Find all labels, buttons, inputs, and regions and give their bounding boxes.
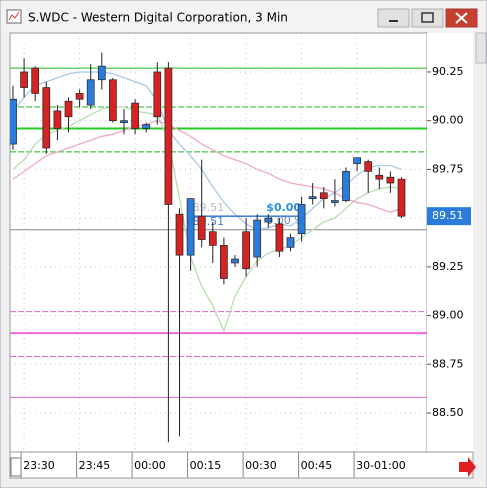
candle-body	[109, 79, 117, 122]
candle-body	[242, 231, 250, 270]
candle-body	[275, 223, 284, 252]
side-tab[interactable]	[475, 32, 487, 64]
scroll-right-arrow[interactable]	[459, 457, 476, 477]
y-tick-label: 90.00	[432, 114, 464, 127]
candle-body	[331, 200, 339, 203]
window-title: S.WDC - Western Digital Corporation, 3 M…	[28, 11, 288, 25]
scroll-handle[interactable]	[10, 457, 22, 477]
x-tick-label: 00:45	[301, 459, 333, 472]
candle-body	[286, 237, 295, 248]
x-tick-label: 00:30	[245, 459, 277, 472]
candle-body	[197, 215, 206, 240]
candle-body	[153, 71, 162, 118]
x-tick-label: 00:15	[190, 459, 222, 472]
x-tick-label: 00:00	[134, 459, 166, 472]
moving-average	[12, 120, 402, 213]
candle-body	[364, 161, 373, 172]
candle-body	[64, 100, 73, 118]
candle-body	[319, 192, 328, 199]
candle-body	[164, 67, 173, 205]
close-icon	[455, 12, 468, 24]
candle-body	[386, 176, 395, 184]
minimize-button[interactable]	[377, 8, 410, 28]
candle-body	[131, 102, 139, 129]
time-axis	[9, 451, 474, 479]
plot-area	[9, 32, 428, 453]
last-price-label: 89.51	[432, 209, 464, 222]
measure-label: 89.51	[193, 201, 225, 214]
candle-body	[31, 67, 40, 94]
candle-body	[42, 87, 51, 149]
candle-body	[175, 213, 184, 256]
candle-body	[375, 174, 384, 180]
candle-body	[208, 231, 217, 246]
x-tick-label: 23:30	[23, 459, 55, 472]
y-tick-label: 88.50	[432, 406, 464, 419]
candle-body	[120, 120, 128, 123]
price-axis	[427, 33, 473, 452]
y-tick-label: 90.25	[432, 65, 464, 78]
candle-body	[75, 93, 84, 100]
measure-label: 89.51	[193, 215, 225, 228]
y-tick-label: 89.00	[432, 309, 464, 322]
candle-body	[231, 258, 239, 264]
candle-body	[353, 157, 361, 164]
candle-body	[264, 217, 273, 223]
measure-label: $0.00	[266, 201, 301, 214]
candle-body	[10, 98, 17, 145]
candle-body	[397, 178, 406, 217]
candle-body	[308, 196, 317, 199]
app-icon-line	[8, 11, 20, 21]
y-tick-label: 89.75	[432, 162, 464, 175]
y-tick-label: 88.75	[432, 357, 464, 370]
candle-body	[20, 71, 28, 88]
x-tick-label: 23:45	[79, 459, 111, 472]
x-tick-label: 30-01:00	[356, 459, 406, 472]
candle-body	[342, 171, 350, 201]
candle-body	[86, 79, 95, 106]
candle-body	[142, 124, 151, 129]
candle-body	[220, 245, 228, 279]
title-bar: S.WDC - Western Digital Corporation, 3 M…	[1, 1, 486, 32]
candle-body	[97, 65, 106, 81]
restore-icon	[421, 12, 434, 23]
candle-body	[253, 219, 262, 258]
last-price-box	[427, 207, 471, 226]
candle-body	[186, 198, 195, 256]
candle-body	[297, 204, 306, 235]
moving-average	[12, 106, 402, 333]
restore-button[interactable]	[411, 8, 444, 28]
candle-body	[53, 110, 62, 129]
moving-average	[12, 71, 402, 231]
y-tick-label: 89.25	[432, 260, 464, 273]
